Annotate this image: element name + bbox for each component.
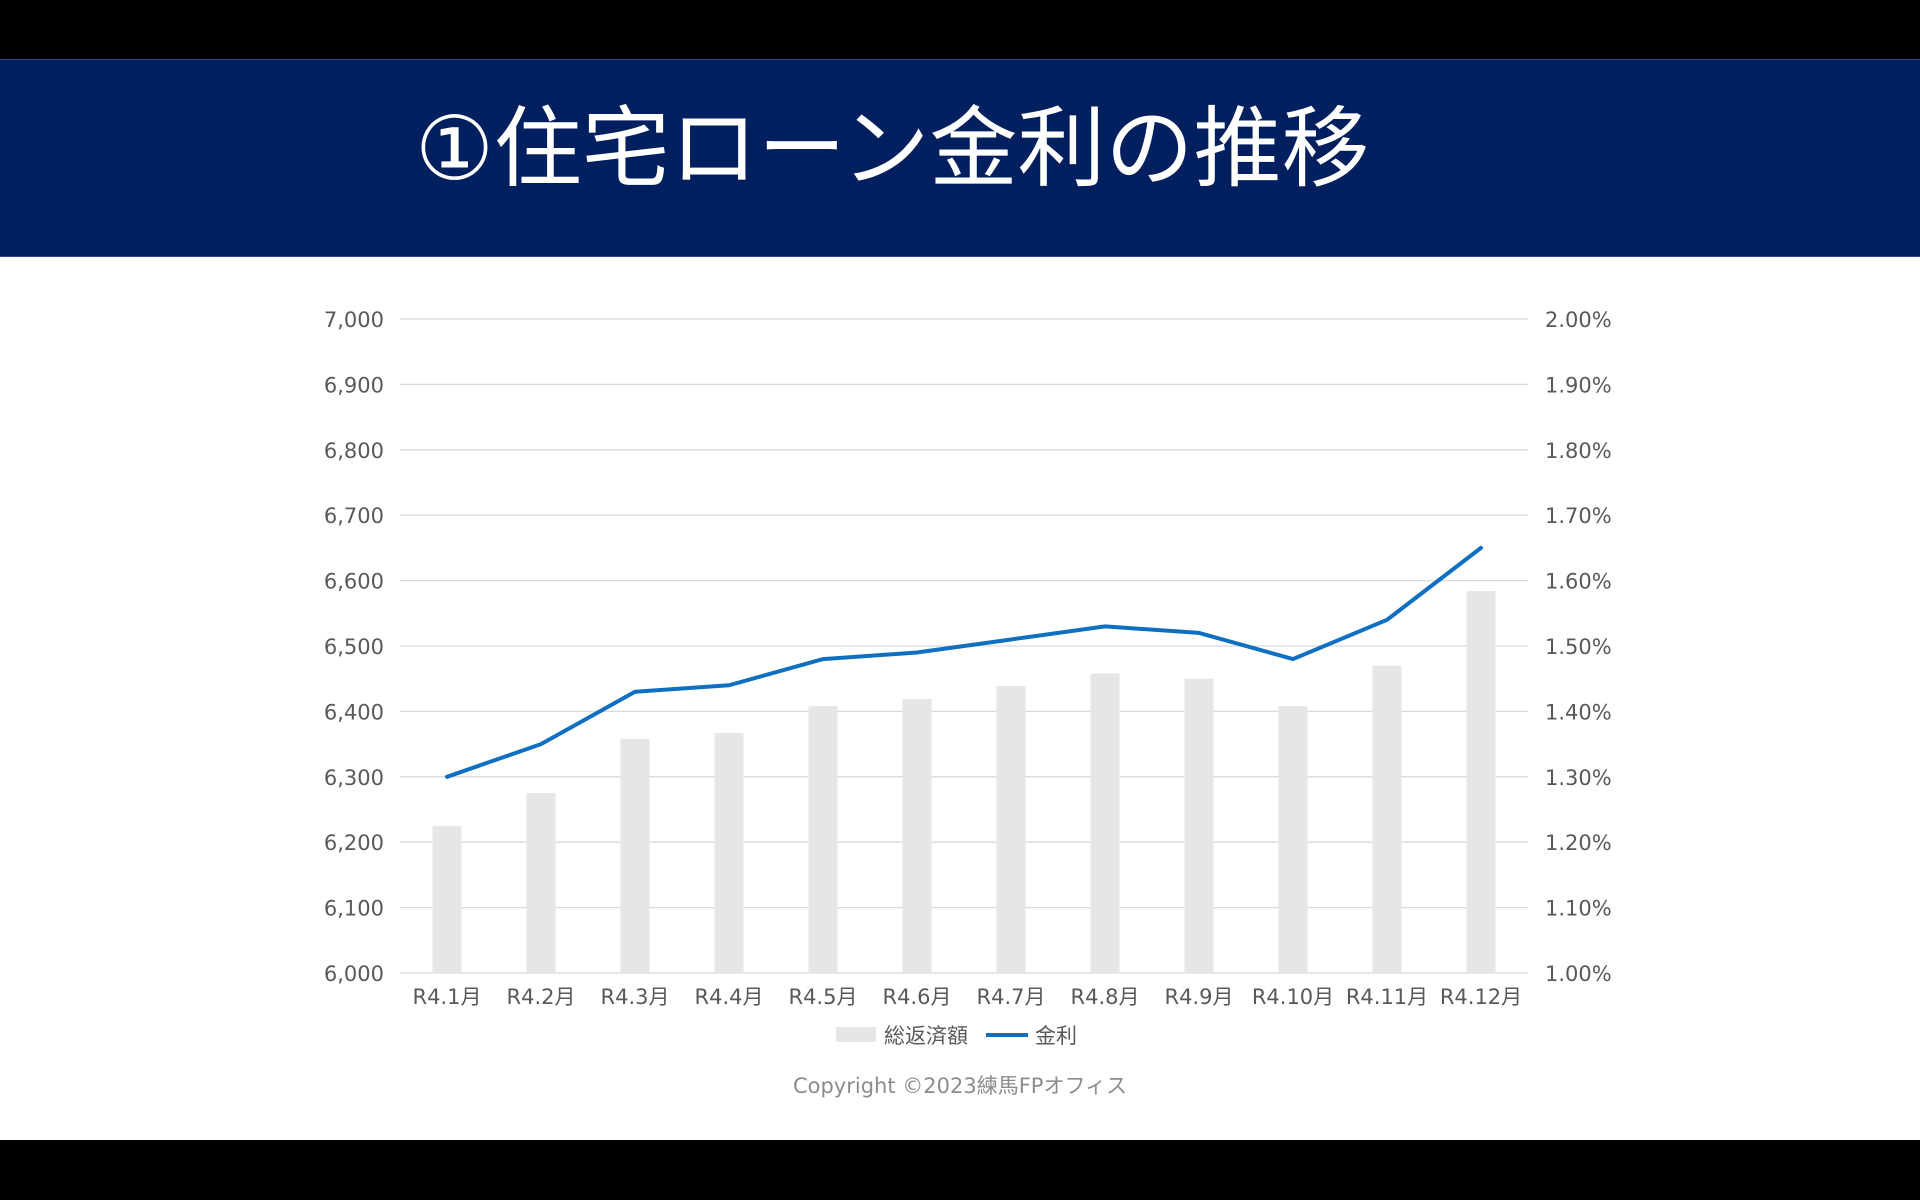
- left-tick-label: 6,400: [324, 700, 384, 724]
- legend-bar-swatch: [836, 1027, 876, 1042]
- slide-title: ①住宅ローン金利の推移: [415, 97, 1370, 200]
- left-tick-label: 6,700: [324, 504, 384, 528]
- left-tick-label: 6,500: [324, 635, 384, 659]
- legend-line-label: 金利: [1035, 1024, 1077, 1048]
- right-axis: 1.00% 1.10% 1.20% 1.30% 1.40% 1.50% 1.60% 1.70%…: [1545, 308, 1612, 986]
- right-tick-label: 1.40%: [1545, 700, 1612, 724]
- right-tick-label: 1.60%: [1545, 570, 1612, 594]
- bar: [996, 685, 1026, 973]
- left-tick-label: 6,300: [324, 766, 384, 790]
- bar: [1278, 706, 1308, 973]
- combo-chart: 6,000 6,100 6,200 6,300 6,400 6,500 6,600 6,700…: [324, 308, 1612, 1048]
- bar: [1372, 665, 1402, 973]
- x-axis: R4.1月 R4.2月 R4.3月 R4.4月 R4.5月 R4.6月 R4.7月 R4.8月…: [413, 985, 1523, 1009]
- right-tick-label: 1.50%: [1545, 635, 1612, 659]
- x-tick-label: R4.9月: [1165, 985, 1234, 1009]
- left-tick-label: 6,100: [324, 897, 384, 921]
- right-tick-label: 2.00%: [1545, 308, 1612, 332]
- bar: [714, 732, 744, 973]
- title-bar: ①住宅ローン金利の推移: [0, 59, 1920, 257]
- x-tick-label: R4.5月: [789, 985, 858, 1009]
- right-tick-label: 1.80%: [1545, 439, 1612, 463]
- bar: [526, 793, 556, 973]
- bar: [902, 698, 932, 973]
- gridlines: [400, 318, 1528, 974]
- right-tick-label: 1.70%: [1545, 504, 1612, 528]
- left-tick-label: 6,000: [324, 962, 384, 986]
- legend-bar-label: 総返済額: [884, 1024, 968, 1048]
- x-tick-label: R4.3月: [601, 985, 670, 1009]
- x-tick-label: R4.10月: [1252, 985, 1334, 1009]
- rate-line: [445, 545, 1483, 779]
- legend: 総返済額 金利: [836, 1024, 1077, 1048]
- x-tick-label: R4.4月: [695, 985, 764, 1009]
- x-tick-label: R4.12月: [1440, 985, 1522, 1009]
- x-tick-label: R4.7月: [977, 985, 1046, 1009]
- bar: [1090, 673, 1120, 973]
- bar: [620, 738, 650, 973]
- bar-series: [432, 591, 1496, 973]
- left-axis: 6,000 6,100 6,200 6,300 6,400 6,500 6,600 6,700…: [324, 308, 384, 986]
- right-tick-label: 1.20%: [1545, 831, 1612, 855]
- left-tick-label: 6,600: [324, 570, 384, 594]
- right-tick-label: 1.30%: [1545, 766, 1612, 790]
- slide: ①住宅ローン金利の推移 6,000 6,100 6,200 6,300 6,400 6,5…: [0, 59, 1920, 1140]
- x-tick-label: R4.11月: [1346, 985, 1428, 1009]
- left-tick-label: 6,800: [324, 439, 384, 463]
- right-tick-label: 1.10%: [1545, 897, 1612, 921]
- line-series: [445, 545, 1483, 779]
- left-tick-label: 7,000: [324, 308, 384, 332]
- bar: [1466, 591, 1496, 973]
- bar: [1184, 678, 1214, 973]
- left-tick-label: 6,200: [324, 831, 384, 855]
- copyright-text: Copyright ©2023練馬FPオフィス: [792, 1074, 1128, 1098]
- right-tick-label: 1.90%: [1545, 373, 1612, 397]
- bar: [808, 706, 838, 973]
- x-tick-label: R4.6月: [883, 985, 952, 1009]
- x-tick-label: R4.8月: [1071, 985, 1140, 1009]
- x-tick-label: R4.2月: [507, 985, 576, 1009]
- left-tick-label: 6,900: [324, 373, 384, 397]
- right-tick-label: 1.00%: [1545, 962, 1612, 986]
- x-tick-label: R4.1月: [413, 985, 482, 1009]
- bar: [432, 825, 462, 973]
